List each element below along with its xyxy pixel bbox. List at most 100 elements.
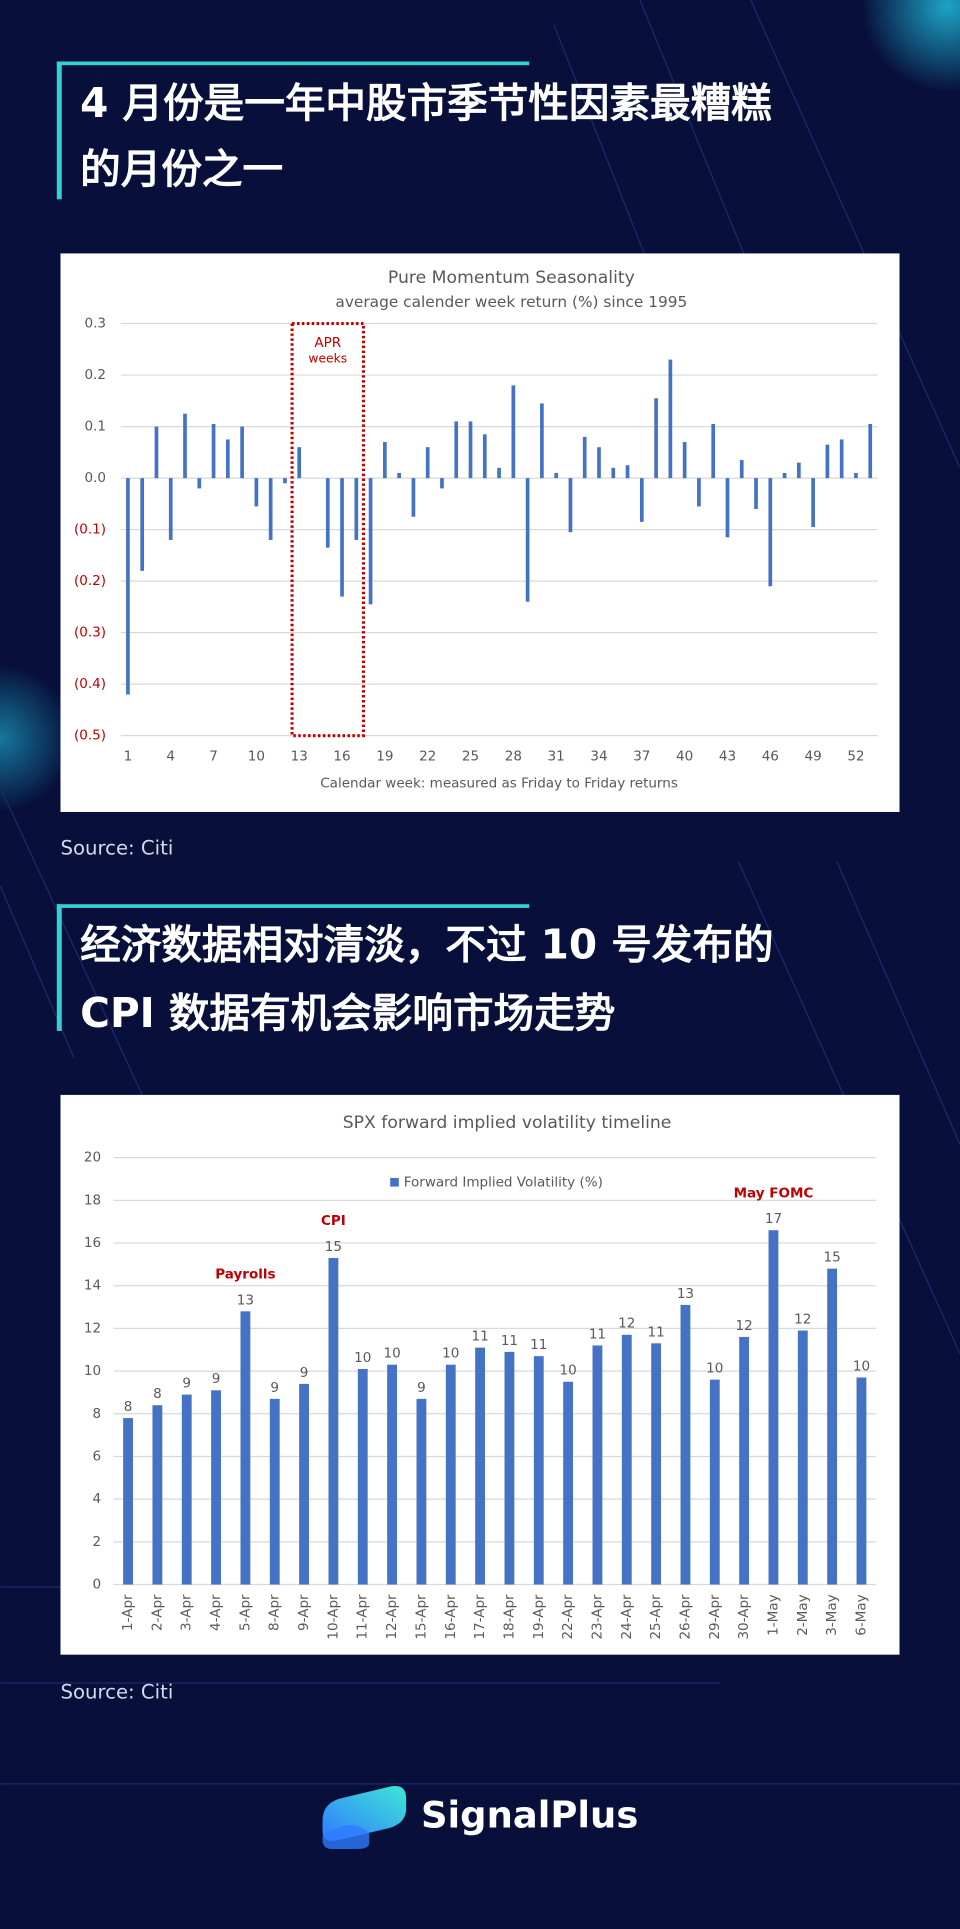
- heading-bar: [56, 904, 530, 908]
- bar: [211, 424, 216, 479]
- value-label: 11: [648, 1324, 665, 1340]
- x-tick-label: 22-Apr: [560, 1594, 576, 1640]
- value-label: 13: [677, 1286, 694, 1302]
- x-tick-label: 4: [166, 749, 175, 765]
- x-tick-label: 46: [762, 749, 779, 765]
- bar: [269, 1398, 280, 1585]
- bar: [668, 359, 673, 479]
- annotation: May FOMC: [734, 1185, 814, 1201]
- x-tick-label: 6-May: [853, 1594, 869, 1635]
- bar: [725, 478, 730, 538]
- bar: [825, 444, 830, 479]
- bar: [540, 403, 544, 479]
- highlight-label: APR: [314, 335, 341, 351]
- bar: [621, 1334, 632, 1585]
- heading-2: [56, 904, 530, 1031]
- logo-text: SignalPlus: [421, 1794, 638, 1837]
- y-tick-label: 6: [92, 1448, 101, 1464]
- value-label: 12: [618, 1316, 635, 1332]
- bar: [768, 1230, 779, 1585]
- source-text: Source: Citi: [60, 836, 173, 859]
- heading-text: CPI 数据有机会影响市场走势: [80, 989, 615, 1037]
- x-tick-label: 1-May: [765, 1594, 781, 1635]
- x-tick-label: 24-Apr: [619, 1594, 635, 1640]
- bar: [768, 478, 773, 587]
- x-tick-label: 19-Apr: [531, 1594, 547, 1640]
- legend-label: Forward Implied Volatility (%): [404, 1174, 603, 1190]
- x-tick-label: 18-Apr: [501, 1594, 517, 1640]
- heading-bar: [56, 61, 530, 66]
- bar: [299, 1383, 309, 1585]
- x-tick-label: 15-Apr: [413, 1594, 429, 1640]
- bar: [152, 1405, 163, 1585]
- bar: [504, 1351, 515, 1585]
- x-tick-label: 37: [633, 749, 650, 765]
- x-tick-label: 12-Apr: [384, 1594, 400, 1640]
- x-tick-label: 5-Apr: [237, 1594, 253, 1631]
- heading-bar: [56, 904, 62, 1031]
- value-label: 10: [706, 1361, 723, 1377]
- bar: [425, 447, 430, 479]
- bar: [383, 442, 387, 479]
- bar: [454, 421, 459, 479]
- bar: [568, 478, 573, 533]
- y-tick-label: 14: [84, 1278, 101, 1294]
- y-tick-label: 0.1: [85, 419, 106, 435]
- y-tick-label: (0.5): [74, 728, 106, 744]
- x-tick-label: 13: [291, 749, 308, 765]
- bar: [123, 1418, 133, 1585]
- bar: [811, 478, 815, 528]
- source-text: Source: Citi: [60, 1680, 173, 1703]
- bar: [181, 1394, 192, 1585]
- bar: [154, 426, 159, 479]
- x-tick-label: 30-Apr: [736, 1594, 752, 1640]
- bar: [168, 478, 173, 540]
- x-tick-label: 3-May: [824, 1594, 840, 1635]
- bar: [827, 1268, 838, 1585]
- bar: [197, 478, 202, 489]
- x-tick-label: 22: [419, 749, 436, 765]
- x-tick-label: 25-Apr: [648, 1594, 664, 1640]
- y-tick-label: 2: [92, 1534, 101, 1550]
- x-tick-label: 25: [462, 749, 479, 765]
- highlight-label: weeks: [308, 352, 347, 366]
- bar: [711, 424, 716, 479]
- bar: [739, 1336, 750, 1585]
- value-label: 10: [442, 1346, 459, 1362]
- bar: [654, 398, 658, 479]
- bar: [582, 436, 587, 479]
- bar: [511, 385, 516, 479]
- bar: [739, 460, 744, 479]
- x-tick-label: 4-Apr: [208, 1594, 224, 1631]
- value-label: 12: [736, 1318, 753, 1334]
- bar: [411, 478, 416, 517]
- bar: [440, 478, 444, 489]
- x-tick-label: 1-Apr: [120, 1594, 136, 1631]
- heading-text: 经济数据相对清淡，不过 10 号发布的: [80, 920, 773, 968]
- bar: [225, 439, 230, 479]
- bar: [868, 424, 873, 479]
- y-tick-label: 16: [84, 1235, 101, 1251]
- y-tick-label: (0.2): [74, 573, 106, 589]
- value-label: 13: [237, 1292, 254, 1308]
- bar: [597, 447, 601, 479]
- heading-text: 的月份之一: [80, 145, 283, 193]
- bar: [554, 472, 559, 479]
- bar: [475, 1347, 486, 1585]
- bar: [397, 472, 401, 479]
- value-label: 9: [300, 1365, 309, 1381]
- bar: [782, 472, 787, 479]
- bar: [325, 478, 330, 548]
- y-tick-label: 8: [92, 1406, 101, 1422]
- bar: [328, 1257, 339, 1585]
- logo-icon: [322, 1785, 407, 1850]
- x-tick-label: 11-Apr: [355, 1594, 371, 1640]
- bar: [183, 413, 187, 479]
- glow: [0, 664, 75, 812]
- bar: [283, 478, 287, 484]
- bar: [592, 1345, 603, 1585]
- bar: [340, 478, 344, 597]
- y-tick-label: (0.1): [74, 522, 106, 538]
- x-tick-label: 3-Apr: [179, 1594, 195, 1631]
